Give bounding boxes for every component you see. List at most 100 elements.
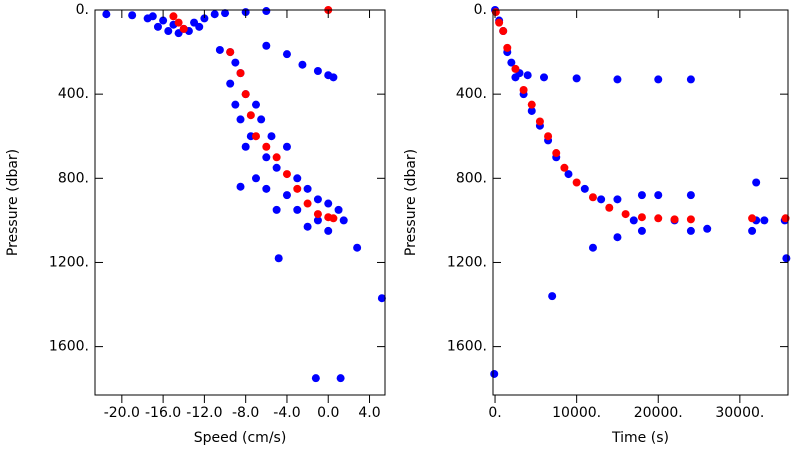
- point: [169, 12, 178, 21]
- point: [311, 374, 320, 383]
- point: [246, 111, 255, 120]
- point: [580, 184, 589, 193]
- point: [686, 191, 695, 200]
- point: [507, 58, 516, 67]
- y-tick-label: 1200.: [447, 254, 487, 270]
- y-tick-label: 1600.: [447, 339, 487, 355]
- x-tick-label: 4.0: [358, 405, 380, 421]
- point: [686, 215, 695, 224]
- point: [102, 10, 111, 19]
- point: [329, 214, 338, 223]
- point: [572, 178, 581, 187]
- y-tick-label: 0.: [76, 2, 89, 18]
- point: [605, 203, 614, 212]
- point: [272, 205, 281, 214]
- point: [236, 115, 245, 124]
- point: [128, 11, 137, 20]
- point: [251, 132, 260, 141]
- point: [200, 14, 209, 23]
- point: [377, 294, 386, 303]
- point: [241, 142, 250, 151]
- point: [251, 174, 260, 183]
- x-tick-label: -20.0: [104, 405, 140, 421]
- x-axis-label: Speed (cm/s): [194, 430, 287, 446]
- point: [637, 226, 646, 235]
- point: [262, 142, 271, 151]
- point: [613, 195, 622, 204]
- x-tick-label: 10000.: [552, 405, 601, 421]
- x-tick-label: 20000.: [634, 405, 683, 421]
- point: [324, 226, 333, 235]
- point: [164, 27, 173, 36]
- point: [282, 170, 291, 179]
- y-tick-label: 0.: [474, 2, 487, 18]
- point: [329, 73, 338, 82]
- point: [511, 73, 520, 82]
- point: [313, 195, 322, 204]
- point: [282, 142, 291, 151]
- x-tick-label: -12.0: [186, 405, 222, 421]
- y-tick-label: 1600.: [49, 339, 89, 355]
- point: [313, 216, 322, 225]
- point: [503, 43, 512, 52]
- x-tick-label: -16.0: [145, 405, 181, 421]
- point: [282, 191, 291, 200]
- point: [760, 216, 769, 225]
- x-tick-label: 0.0: [317, 405, 339, 421]
- point: [293, 205, 302, 214]
- point: [293, 184, 302, 193]
- point: [334, 205, 343, 214]
- x-axis-label: Time (s): [611, 430, 669, 446]
- point: [527, 106, 536, 115]
- point: [303, 199, 312, 208]
- point: [519, 85, 528, 94]
- x-tick-label: 30000.: [715, 405, 764, 421]
- y-axis-label: Pressure (dbar): [5, 149, 21, 256]
- point: [782, 254, 791, 263]
- point: [572, 74, 581, 83]
- point: [523, 71, 532, 80]
- point: [752, 178, 761, 187]
- point: [544, 132, 553, 141]
- point: [221, 9, 230, 18]
- point: [560, 163, 569, 172]
- point: [495, 18, 504, 27]
- point: [336, 374, 345, 383]
- point: [272, 163, 281, 172]
- point: [262, 153, 271, 162]
- point: [226, 48, 235, 57]
- point: [262, 184, 271, 193]
- point: [686, 226, 695, 235]
- point: [179, 24, 188, 33]
- point: [540, 73, 549, 82]
- point: [597, 195, 606, 204]
- point: [527, 100, 536, 109]
- point: [511, 64, 520, 73]
- point: [257, 115, 266, 124]
- point: [251, 100, 260, 109]
- point: [629, 216, 638, 225]
- point: [637, 191, 646, 200]
- point: [686, 75, 695, 84]
- point: [236, 182, 245, 191]
- y-tick-label: 400.: [58, 86, 89, 102]
- point: [613, 75, 622, 84]
- point: [272, 153, 281, 162]
- point: [313, 210, 322, 219]
- y-tick-label: 1200.: [49, 254, 89, 270]
- point: [298, 60, 307, 69]
- point: [303, 184, 312, 193]
- point: [588, 193, 597, 202]
- point: [226, 79, 235, 88]
- point: [548, 292, 557, 301]
- point: [621, 210, 630, 219]
- point: [588, 243, 597, 252]
- point: [174, 18, 183, 27]
- point: [241, 90, 250, 99]
- x-tick-label: -8.0: [232, 405, 259, 421]
- point: [293, 174, 302, 183]
- point: [282, 50, 291, 59]
- x-tick-label: -4.0: [273, 405, 300, 421]
- point: [231, 100, 240, 109]
- point: [262, 41, 271, 50]
